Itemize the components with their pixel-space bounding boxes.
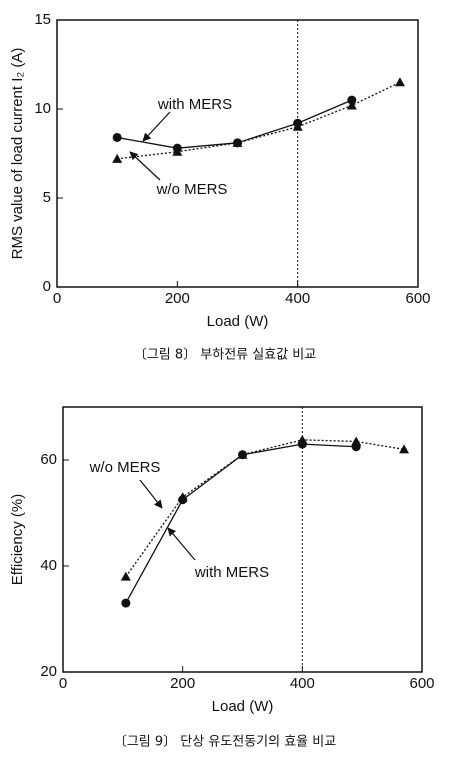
point: [399, 444, 410, 454]
series-line: [125, 439, 405, 577]
annotation-arrow: [167, 527, 196, 561]
point: [172, 146, 183, 156]
x-axis-label: Load (W): [207, 313, 269, 330]
point: [120, 571, 131, 581]
annotation-arrow: [129, 151, 161, 181]
x-axis-label: Load (W): [212, 698, 274, 715]
caption: 〔그림 9〕 단상 유도전동기의 효율 비교: [114, 735, 336, 750]
annotation: with MERS: [157, 96, 232, 113]
point: [237, 449, 248, 459]
y-tick-label: 40: [40, 557, 57, 574]
x-tick-label: 600: [405, 290, 430, 307]
plot-frame: [62, 406, 423, 673]
annotation: w/o MERS: [156, 181, 228, 198]
point: [346, 100, 357, 110]
y-axis-label: Efficiency (%): [9, 494, 26, 585]
y-tick-label: 0: [43, 278, 51, 295]
point: [292, 121, 303, 131]
y-tick-label: 60: [40, 451, 57, 468]
series-line: [117, 81, 401, 160]
point: [394, 77, 405, 87]
x-tick-label: 0: [59, 675, 67, 692]
point: [112, 132, 122, 142]
point: [232, 137, 243, 147]
annotation: w/o MERS: [89, 459, 161, 476]
y-tick-label: 20: [40, 663, 57, 680]
annotation-arrow: [142, 111, 171, 142]
annotation: with MERS: [194, 564, 269, 581]
point: [297, 434, 308, 444]
point: [121, 598, 131, 608]
caption: 〔그림 8〕 부하전류 실효값 비교: [134, 348, 316, 363]
point: [351, 436, 362, 446]
x-tick-label: 400: [290, 675, 315, 692]
plot-frame: [56, 19, 419, 288]
y-tick-label: 15: [34, 11, 51, 28]
point: [177, 492, 188, 502]
x-tick-label: 400: [285, 290, 310, 307]
annotation-arrow: [139, 479, 163, 509]
x-tick-label: 200: [170, 675, 195, 692]
x-tick-label: 0: [53, 290, 61, 307]
point: [347, 95, 357, 105]
x-tick-label: 200: [165, 290, 190, 307]
y-axis-label: RMS value of load current I₂ (A): [9, 48, 26, 260]
x-tick-label: 600: [409, 675, 434, 692]
point: [112, 153, 123, 163]
y-tick-label: 5: [43, 189, 51, 206]
y-tick-label: 10: [34, 100, 51, 117]
